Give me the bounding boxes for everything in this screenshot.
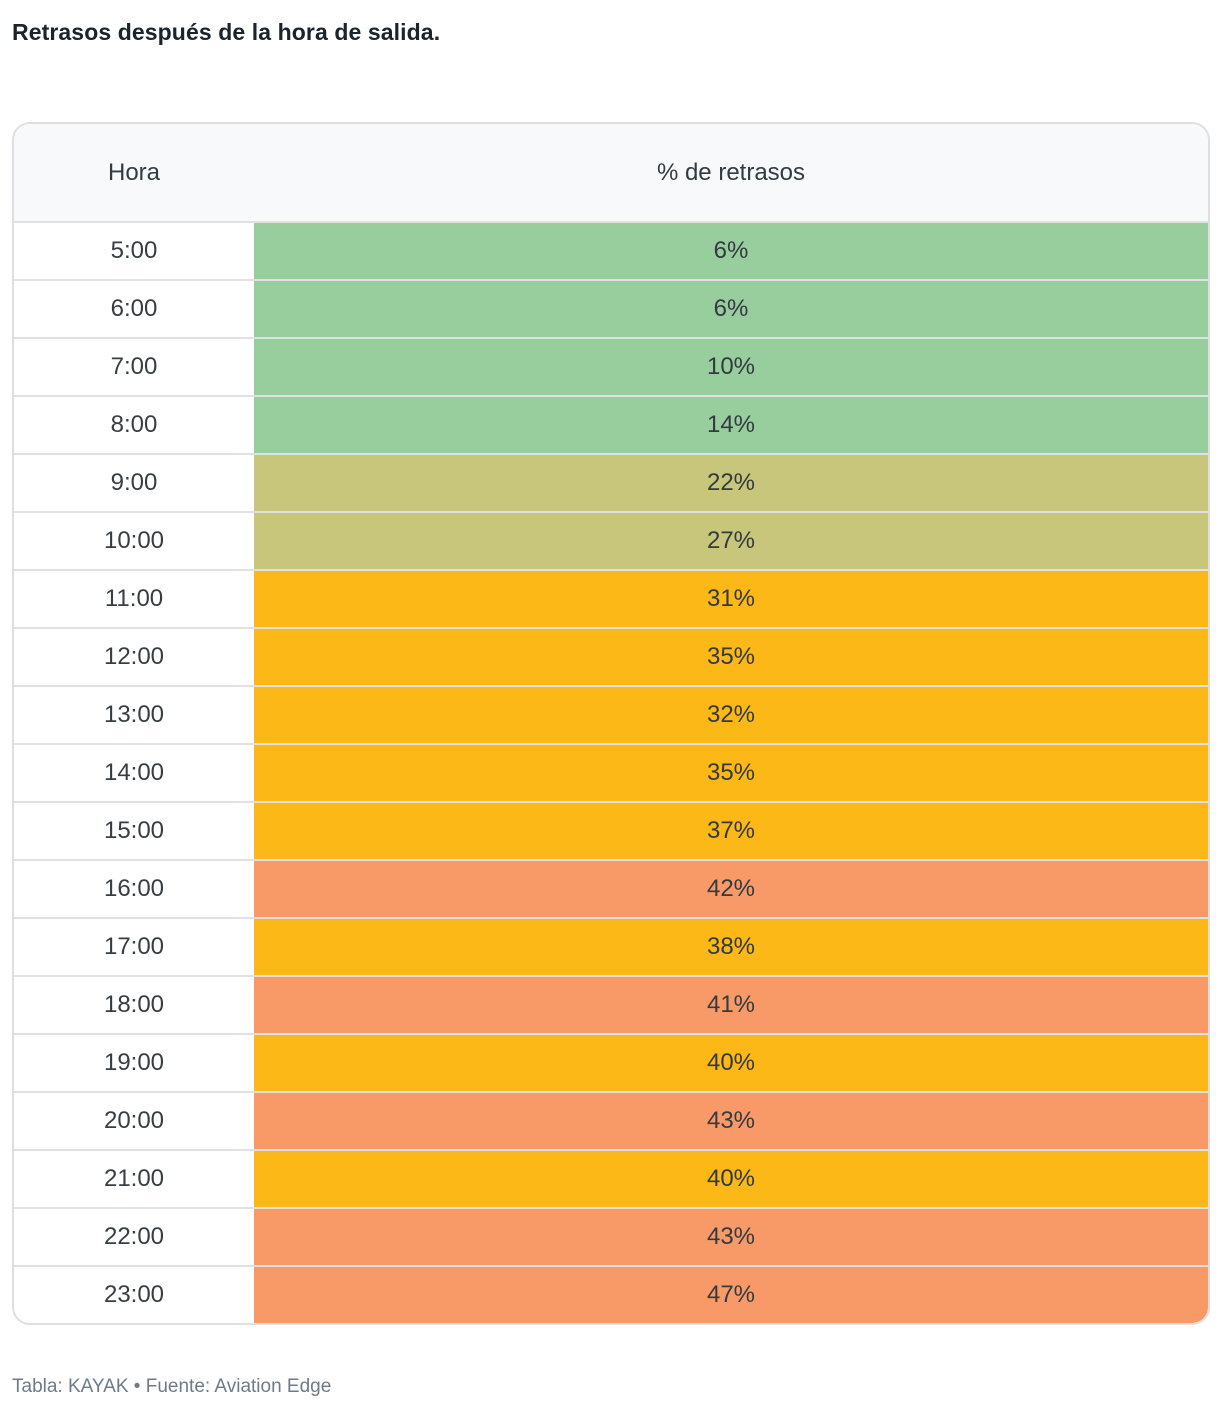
table-row: 8:00 14% — [14, 395, 1208, 453]
value-cell: 27% — [254, 513, 1208, 569]
hour-cell: 10:00 — [14, 513, 254, 569]
hour-cell: 21:00 — [14, 1151, 254, 1207]
value-cell: 41% — [254, 977, 1208, 1033]
value-cell: 43% — [254, 1209, 1208, 1265]
table-row: 17:00 38% — [14, 917, 1208, 975]
hour-cell: 19:00 — [14, 1035, 254, 1091]
header-value-label: % de retrasos — [656, 158, 806, 186]
delays-table: Hora % de retrasos 5:00 6% 6:00 6% 7:00 … — [12, 122, 1210, 1325]
value-cell: 10% — [254, 339, 1208, 395]
table-row: 22:00 43% — [14, 1207, 1208, 1265]
value-cell: 42% — [254, 861, 1208, 917]
table-row: 20:00 43% — [14, 1091, 1208, 1149]
hour-cell: 23:00 — [14, 1267, 254, 1323]
header-hour-label: Hora — [107, 158, 161, 186]
hour-cell: 6:00 — [14, 281, 254, 337]
value-cell: 40% — [254, 1151, 1208, 1207]
table-row: 10:00 27% — [14, 511, 1208, 569]
value-cell: 43% — [254, 1093, 1208, 1149]
hour-cell: 9:00 — [14, 455, 254, 511]
table-row: 21:00 40% — [14, 1149, 1208, 1207]
value-cell: 32% — [254, 687, 1208, 743]
hour-cell: 8:00 — [14, 397, 254, 453]
table-row: 16:00 42% — [14, 859, 1208, 917]
value-cell: 6% — [254, 281, 1208, 337]
value-cell: 35% — [254, 629, 1208, 685]
table-body: 5:00 6% 6:00 6% 7:00 10% 8:00 14% 9:00 2… — [14, 221, 1208, 1323]
hour-cell: 16:00 — [14, 861, 254, 917]
hour-cell: 17:00 — [14, 919, 254, 975]
table-row: 12:00 35% — [14, 627, 1208, 685]
value-cell: 31% — [254, 571, 1208, 627]
value-cell: 14% — [254, 397, 1208, 453]
value-cell: 35% — [254, 745, 1208, 801]
table-row: 11:00 31% — [14, 569, 1208, 627]
hour-cell: 18:00 — [14, 977, 254, 1033]
value-cell: 47% — [254, 1267, 1208, 1323]
table-row: 15:00 37% — [14, 801, 1208, 859]
table-row: 14:00 35% — [14, 743, 1208, 801]
value-cell: 38% — [254, 919, 1208, 975]
value-cell: 40% — [254, 1035, 1208, 1091]
value-cell: 22% — [254, 455, 1208, 511]
hour-cell: 14:00 — [14, 745, 254, 801]
hour-cell: 12:00 — [14, 629, 254, 685]
table-row: 5:00 6% — [14, 221, 1208, 279]
table-caption: Tabla: KAYAK • Fuente: Aviation Edge — [12, 1376, 332, 1397]
table-row: 7:00 10% — [14, 337, 1208, 395]
hour-cell: 15:00 — [14, 803, 254, 859]
hour-cell: 7:00 — [14, 339, 254, 395]
hour-cell: 20:00 — [14, 1093, 254, 1149]
table-row: 19:00 40% — [14, 1033, 1208, 1091]
table-row: 18:00 41% — [14, 975, 1208, 1033]
hour-cell: 13:00 — [14, 687, 254, 743]
table-row: 23:00 47% — [14, 1265, 1208, 1323]
hour-cell: 22:00 — [14, 1209, 254, 1265]
table-row: 13:00 32% — [14, 685, 1208, 743]
hour-cell: 11:00 — [14, 571, 254, 627]
value-cell: 6% — [254, 223, 1208, 279]
table-header: Hora % de retrasos — [14, 124, 1208, 221]
table-row: 6:00 6% — [14, 279, 1208, 337]
page-title: Retrasos después de la hora de salida. — [12, 19, 441, 45]
value-cell: 37% — [254, 803, 1208, 859]
table-row: 9:00 22% — [14, 453, 1208, 511]
hour-cell: 5:00 — [14, 223, 254, 279]
